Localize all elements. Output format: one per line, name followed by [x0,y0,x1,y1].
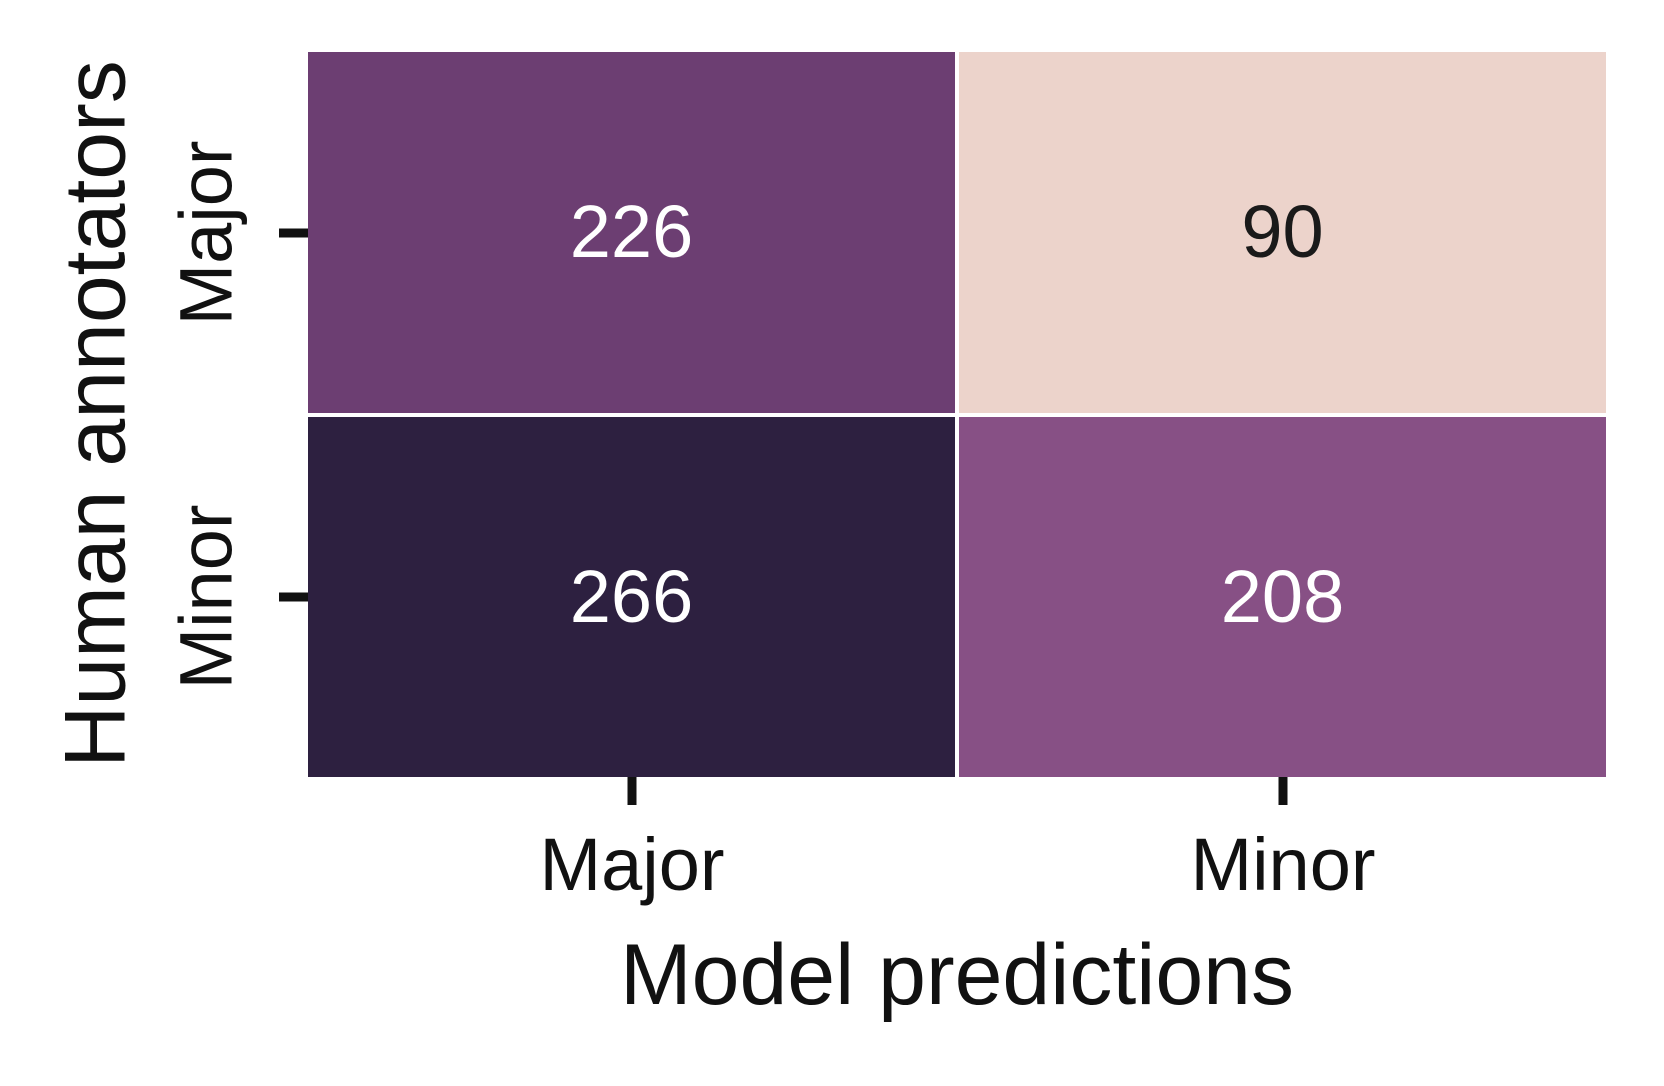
x-tick-label-minor: Minor [1190,823,1376,906]
heatmap-cell-major-minor: 90 [959,52,1606,413]
y-axis-tick-minor [279,592,308,602]
heatmap-cell-minor-major: 266 [308,416,955,777]
x-axis-tick-major [627,777,637,805]
y-tick-label-major: Major [164,140,248,326]
x-axis-tick-minor [1278,777,1288,805]
heatmap-grid: 226 90 266 208 [308,52,1606,777]
cell-value-major-major: 226 [569,190,694,274]
cell-value-minor-minor: 208 [1220,554,1345,638]
heatmap-cell-major-major: 226 [308,52,955,413]
x-tick-label-major: Major [539,823,725,906]
y-tick-label-minor: Minor [164,504,248,690]
y-axis-title: Human annotators [47,60,144,768]
cell-value-major-minor: 90 [1241,190,1324,274]
y-axis-tick-major [279,228,308,238]
cell-value-minor-major: 266 [569,554,694,638]
x-axis-title: Model predictions [619,927,1295,1023]
heatmap-cell-minor-minor: 208 [959,416,1606,777]
